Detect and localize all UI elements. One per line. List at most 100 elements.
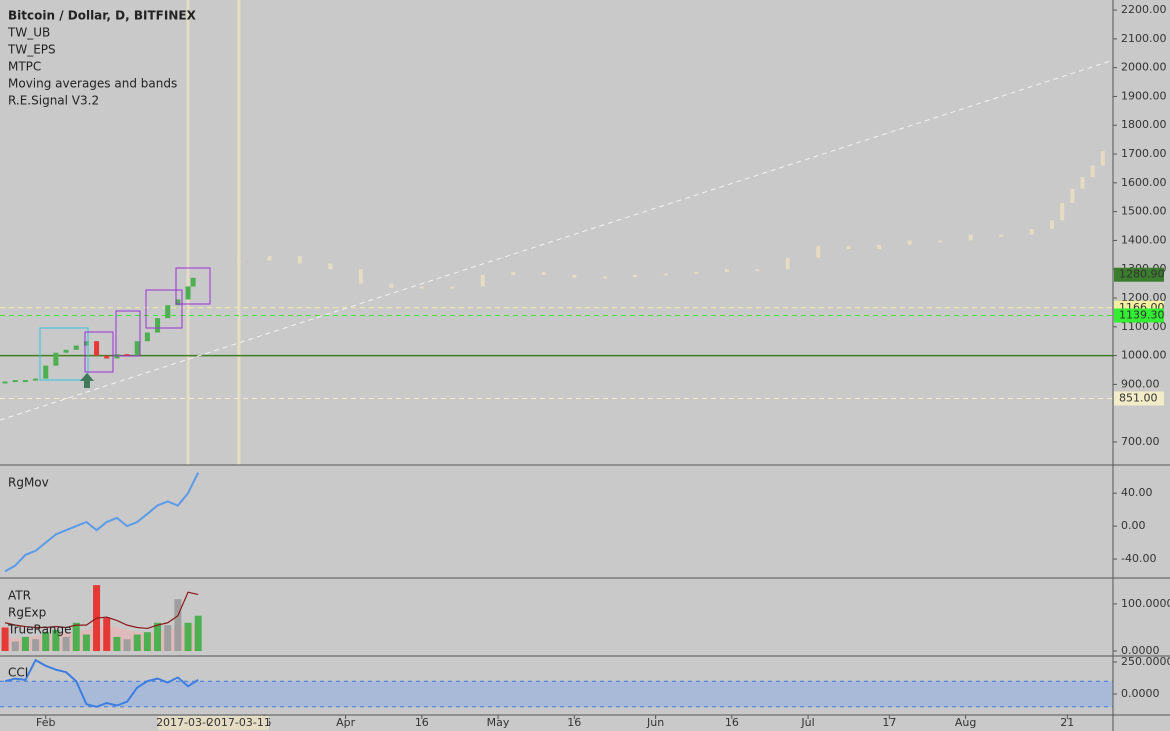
candle — [297, 256, 302, 264]
candle — [816, 246, 821, 258]
true-range-bar — [184, 622, 192, 652]
true-range-bar — [62, 636, 70, 652]
signal-arrow — [80, 373, 94, 388]
candle — [134, 341, 140, 356]
candle — [1050, 220, 1055, 229]
y-tick-label: 0.0000 — [1121, 644, 1160, 657]
indicator-name: Moving averages and bands — [8, 77, 177, 91]
candle — [73, 345, 79, 350]
candle — [190, 277, 196, 287]
atr-line — [4, 591, 199, 630]
y-tick-label: -40.00 — [1121, 552, 1156, 565]
indicator-name: TW_UB — [7, 26, 50, 40]
true-range-bar — [123, 639, 131, 652]
cci-band — [0, 681, 1113, 707]
candle — [358, 269, 363, 284]
true-range-bar — [154, 622, 162, 652]
date-highlight — [186, 0, 190, 465]
candle — [419, 286, 424, 289]
price-label: 851.00 — [1119, 391, 1158, 404]
y-tick-label: 40.00 — [1121, 486, 1153, 499]
signal-box — [39, 327, 89, 381]
candle — [165, 305, 171, 319]
true-range-bar — [113, 636, 121, 652]
candle — [694, 272, 699, 275]
true-range-bar — [164, 625, 172, 652]
true-range-bar — [103, 618, 111, 652]
chart-title: Bitcoin / Dollar, D, BITFINEX — [8, 9, 197, 23]
y-tick-label: 2000.00 — [1121, 61, 1167, 74]
y-tick-label: 0.00 — [1121, 519, 1146, 532]
trend-line — [0, 59, 1114, 421]
candle — [1070, 188, 1075, 203]
indicator-name: TW_EPS — [7, 43, 56, 57]
x-tick-label: Apr — [336, 716, 356, 729]
price-label: 1139.30 — [1119, 308, 1165, 321]
true-range-bar — [21, 636, 29, 652]
date-label: 2017-03-11 — [207, 716, 271, 729]
candle — [328, 263, 333, 270]
x-tick-label: 16 — [415, 716, 429, 729]
true-range-bar — [194, 615, 202, 652]
indicator-line — [4, 472, 200, 573]
candle — [1090, 165, 1095, 178]
x-tick-label: Jul — [800, 716, 814, 729]
candle — [1080, 177, 1085, 189]
date-label-bg — [158, 716, 219, 730]
candle — [94, 341, 100, 356]
legend-entry: RgExp — [8, 606, 46, 620]
candle — [1029, 228, 1034, 235]
true-range-bar — [11, 641, 19, 652]
candle — [450, 286, 455, 289]
y-tick-label: 1800.00 — [1121, 118, 1167, 131]
candle — [175, 299, 181, 306]
y-tick-label: 700.00 — [1121, 435, 1160, 448]
true-range-bar — [174, 599, 182, 652]
y-tick-label: 900.00 — [1121, 377, 1160, 390]
date-label-bg — [208, 716, 269, 730]
true-range-bar — [1, 627, 9, 652]
candle — [267, 256, 272, 261]
true-range-bar — [32, 639, 40, 652]
price-label: 1280.90 — [1119, 268, 1165, 281]
candle — [785, 257, 790, 270]
x-tick-label: Aug — [955, 716, 976, 729]
y-tick-label: 1400.00 — [1121, 233, 1167, 246]
candle — [602, 276, 607, 279]
y-tick-label: 0.0000 — [1121, 687, 1160, 700]
y-tick-label: 2200.00 — [1121, 3, 1167, 16]
candle — [968, 234, 973, 241]
signal-box — [145, 289, 183, 329]
candle — [541, 272, 546, 275]
y-tick-label: 250.0000 — [1121, 655, 1170, 668]
candle — [2, 381, 8, 384]
indicator-name: R.E.Signal V3.2 — [8, 94, 99, 108]
candle — [846, 246, 851, 250]
candle — [907, 240, 912, 245]
candle — [511, 272, 516, 275]
true-range-bar — [72, 622, 80, 652]
legend-entry: ATR — [8, 589, 31, 603]
y-tick-label: 1600.00 — [1121, 176, 1167, 189]
candle — [877, 244, 882, 250]
true-range-bar — [82, 634, 90, 652]
candle — [724, 269, 729, 273]
y-tick-label: 1500.00 — [1121, 205, 1167, 218]
candle — [185, 286, 191, 300]
true-range-bar — [133, 634, 141, 652]
y-tick-label: 1700.00 — [1121, 147, 1167, 160]
candle — [33, 378, 39, 381]
candle — [1100, 151, 1105, 166]
signal-box — [115, 310, 141, 357]
signal-box — [175, 267, 211, 305]
x-tick-label: 16 — [567, 716, 581, 729]
candle — [43, 365, 49, 379]
price-label-bg — [1114, 391, 1164, 406]
x-tick-label: Jun — [646, 716, 664, 729]
x-tick-label: May — [487, 716, 510, 729]
true-range-bar — [52, 629, 60, 652]
candle — [124, 354, 130, 357]
